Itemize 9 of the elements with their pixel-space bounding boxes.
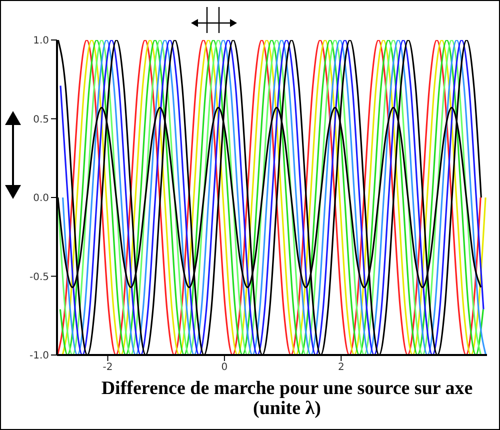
x-tick-label: 0 — [221, 362, 228, 374]
y-tick-label: 0.0 — [33, 193, 49, 204]
x-tick-label: -2 — [102, 362, 113, 374]
y-tick-label: -1.0 — [29, 350, 49, 362]
y-tick-label: 0.5 — [33, 114, 49, 126]
x-tick-label: 2 — [338, 362, 344, 374]
x-axis-title: Difference de marche pour une source sur axe (unite λ) — [100, 378, 474, 419]
y-tick-label: 1.0 — [33, 36, 49, 47]
y-tick-label: -0.5 — [29, 272, 49, 283]
